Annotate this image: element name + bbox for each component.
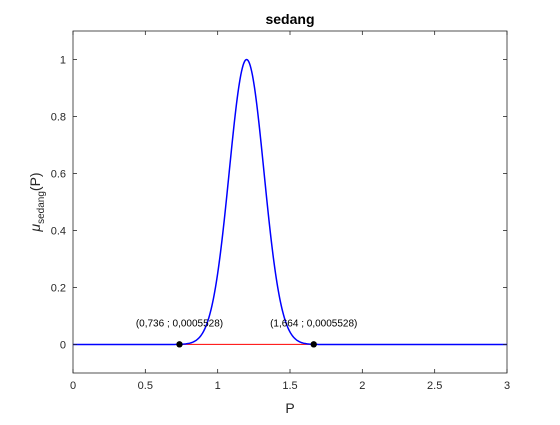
x-tick-label: 1.5 xyxy=(282,380,297,392)
x-tick-label: 0 xyxy=(70,380,76,392)
y-tick-label: 0.6 xyxy=(51,169,66,181)
y-tick-label: 0 xyxy=(60,340,66,352)
y-tick-label: 0.2 xyxy=(51,283,66,295)
marked-point xyxy=(176,341,183,348)
x-tick-label: 3 xyxy=(504,380,510,392)
x-axis-label: P xyxy=(285,400,294,416)
y-axis-label-subscript: sedang xyxy=(36,191,47,224)
x-axis: 0 0.5 1 1.5 2 2.5 3 xyxy=(70,31,510,392)
x-tick-label: 1 xyxy=(215,380,221,392)
chart-title: sedang xyxy=(265,11,314,27)
axes-box xyxy=(72,30,508,374)
point-label: (0,736 ; 0,0005528) xyxy=(136,318,223,329)
point-label: (1,664 ; 0,0005528) xyxy=(270,318,357,329)
y-axis-label-mu: μ xyxy=(27,224,43,233)
marked-point xyxy=(310,341,317,348)
y-axis: 0 0.2 0.4 0.6 0.8 1 xyxy=(51,55,507,352)
y-tick-label: 0.4 xyxy=(51,226,66,238)
y-tick-label: 1 xyxy=(60,55,66,67)
y-axis-label: μsedang(P) xyxy=(27,172,47,232)
x-tick-label: 0.5 xyxy=(138,380,153,392)
plot-area xyxy=(73,58,507,346)
point-annotations: (0,736 ; 0,0005528) (1,664 ; 0,0005528) xyxy=(136,318,357,348)
membership-curve xyxy=(73,58,507,346)
y-tick-label: 0.8 xyxy=(51,112,66,124)
y-axis-label-arg: (P) xyxy=(27,172,43,191)
x-tick-label: 2 xyxy=(359,380,365,392)
x-tick-label: 2.5 xyxy=(427,380,442,392)
